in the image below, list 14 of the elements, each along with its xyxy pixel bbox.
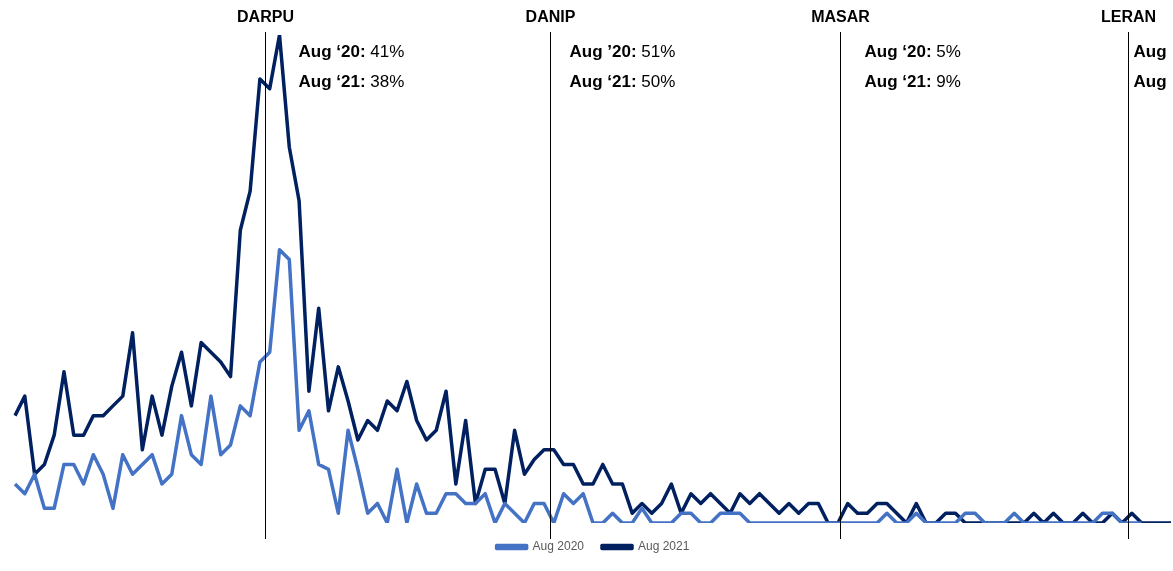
annotation: Aug ‘21: 9% [864,71,961,91]
annotation: Aug ’20: 51% [569,41,676,61]
legend-label: Aug 2021 [638,539,690,554]
annotation: Aug [1133,41,1167,61]
annotation: Aug [1133,71,1167,91]
text: LERAN [1100,8,1157,26]
annotation: Aug ‘20: 5% [864,41,961,61]
annotation: Aug ‘20: 41% [298,41,405,61]
legend-label: Aug 2020 [532,539,585,554]
text: DARPU [237,8,294,26]
text: MASAR [811,8,871,26]
annotation: Aug ‘21: 38% [298,71,405,91]
annotation: Aug ‘21: 50% [569,71,676,91]
text: DANIP [525,8,576,26]
